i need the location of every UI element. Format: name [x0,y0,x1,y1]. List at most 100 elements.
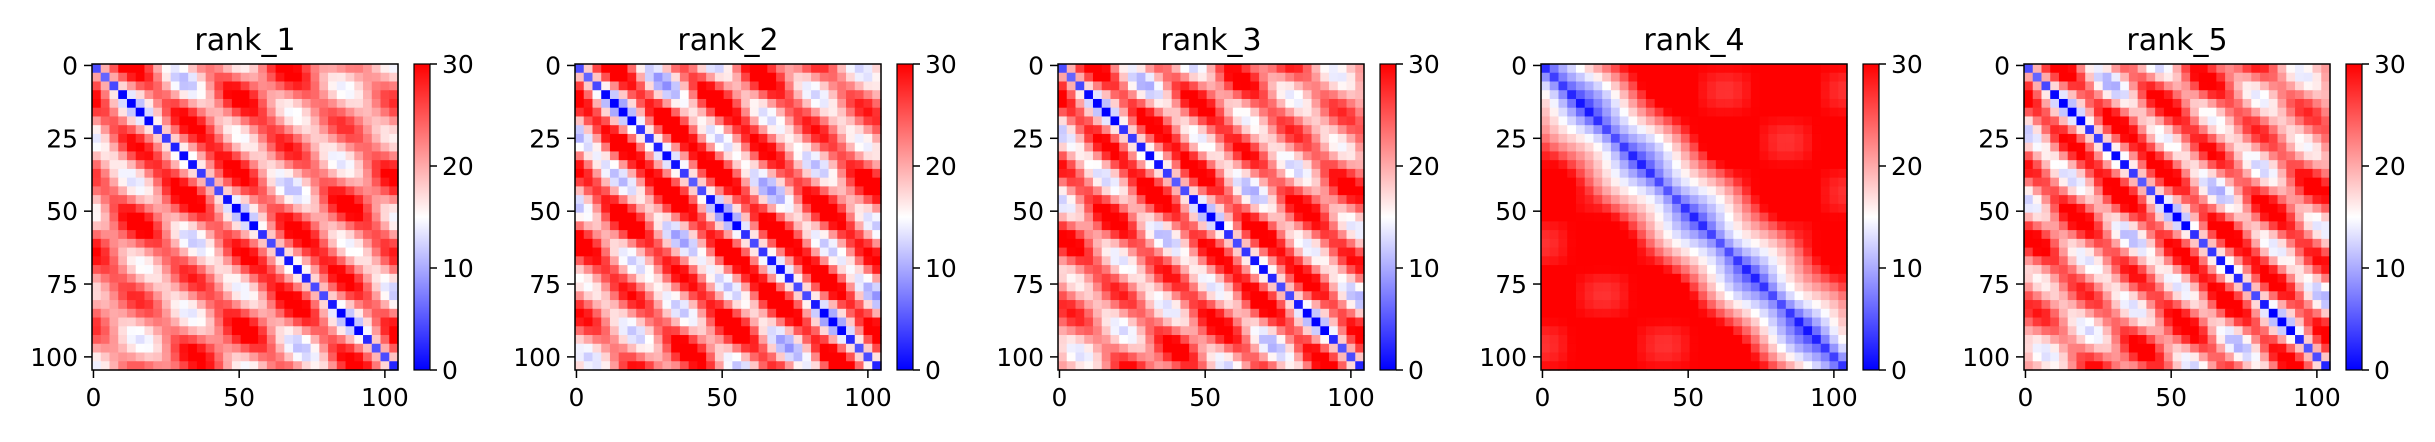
heatmap-cell [153,116,162,125]
heatmap-cell [92,195,101,204]
heatmap-cell [381,125,390,134]
heatmap-cell [872,134,881,143]
heatmap-cell [1303,195,1312,204]
heatmap-cell [715,186,724,195]
heatmap-cell [92,186,101,195]
heatmap-cell [1795,64,1804,73]
heatmap-cell [855,291,864,300]
heatmap-cell [864,125,873,134]
heatmap-cell [794,361,803,370]
heatmap-cell [328,309,337,318]
heatmap-cell [1250,265,1259,274]
heatmap-cell [654,213,663,222]
heatmap-cell [750,353,759,362]
heatmap-cell [741,73,750,82]
heatmap-cell [1812,230,1821,239]
heatmap-cell [328,73,337,82]
heatmap-cell [241,326,250,335]
heatmap-cell [127,300,136,309]
heatmap-cell [619,326,628,335]
heatmap-cell [767,326,776,335]
heatmap-cell [136,318,145,327]
heatmap-cell [267,213,276,222]
heatmap-cell [1207,81,1216,90]
heatmap-cell [697,309,706,318]
heatmap-cell [1338,274,1347,283]
heatmap-cell [1128,169,1137,178]
y-tick-label: 100 [30,343,78,372]
heatmap-cell [1602,64,1611,73]
heatmap-cell [363,291,372,300]
heatmap-cell [311,90,320,99]
heatmap-cell [1198,309,1207,318]
heatmap-cell [1611,265,1620,274]
heatmap-cell [794,335,803,344]
heatmap-cell [223,326,232,335]
heatmap-cell [1320,116,1329,125]
heatmap-cell [654,143,663,152]
heatmap-cell [1058,99,1067,108]
heatmap-cell [1585,116,1594,125]
heatmap-cell [319,309,328,318]
heatmap-cell [1224,300,1233,309]
heatmap-cell [715,291,724,300]
heatmap-cell [1602,221,1611,230]
heatmap-cell [1172,230,1181,239]
heatmap-cell [811,151,820,160]
heatmap-cell [197,265,206,274]
heatmap-cell [680,204,689,213]
heatmap-cell [662,239,671,248]
heatmap-cell [1294,125,1303,134]
heatmap-cell [179,213,188,222]
heatmap-cell [1067,309,1076,318]
heatmap-cell [1075,300,1084,309]
heatmap-cell [101,143,110,152]
heatmap-cell [258,335,267,344]
heatmap-cell [584,213,593,222]
heatmap-cell [346,283,355,292]
heatmap-cell [1655,361,1664,370]
heatmap-cell [872,335,881,344]
heatmap-cell [1355,204,1364,213]
heatmap-cell [1277,221,1286,230]
heatmap-cell [654,300,663,309]
heatmap-cell [1585,134,1594,143]
heatmap-cell [1119,213,1128,222]
heatmap-cell [1093,309,1102,318]
heatmap-cell [662,151,671,160]
heatmap-cell [284,274,293,283]
heatmap-cell [319,169,328,178]
heatmap-cell [127,125,136,134]
heatmap-cell [1294,81,1303,90]
heatmap-cell [1558,151,1567,160]
heatmap-cell [776,90,785,99]
heatmap-cell [627,344,636,353]
heatmap-cell [1242,353,1251,362]
heatmap-cell [1355,230,1364,239]
heatmap-cell [724,134,733,143]
heatmap-cell [759,344,768,353]
heatmap-cell [1198,265,1207,274]
heatmap-cell [1707,353,1716,362]
heatmap-cell [171,143,180,152]
heatmap-cell [1628,335,1637,344]
heatmap-cell [1768,99,1777,108]
heatmap-cell [1812,283,1821,292]
heatmap-cell [846,195,855,204]
heatmap-cell [372,143,381,152]
heatmap-cell [697,81,706,90]
heatmap-cell [197,73,206,82]
heatmap-cell [1655,265,1664,274]
heatmap-cell [1145,204,1154,213]
heatmap-cell [1067,300,1076,309]
heatmap-cell [267,248,276,257]
heatmap-cell [1795,143,1804,152]
heatmap-cell [337,361,346,370]
heatmap-cell [1067,186,1076,195]
heatmap-cell [1663,204,1672,213]
heatmap-cell [1593,239,1602,248]
heatmap-cell [1777,73,1786,82]
heatmap-cell [328,230,337,239]
heatmap-cell [1777,239,1786,248]
heatmap-cell [1541,300,1550,309]
